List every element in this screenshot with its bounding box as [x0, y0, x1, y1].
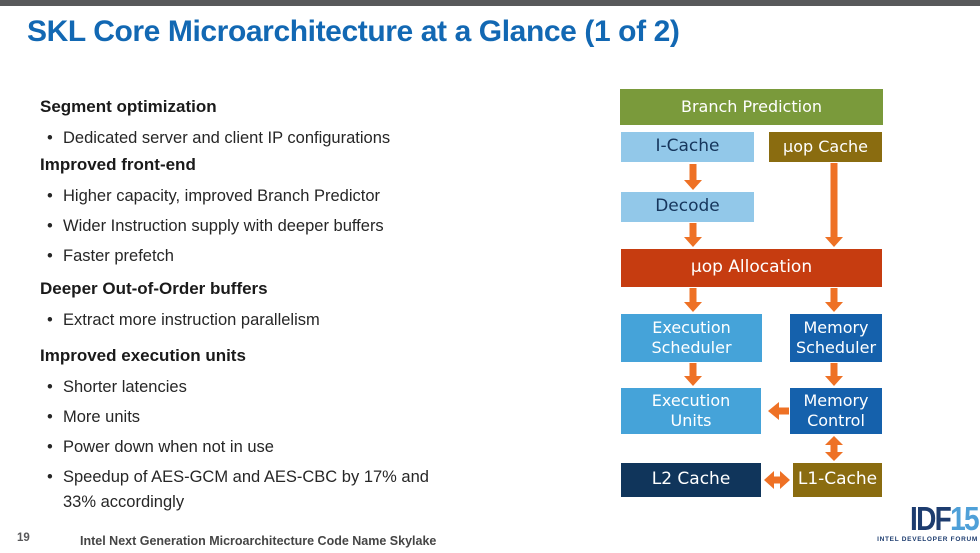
- section-improved-front-end: Improved front-end Higher capacity, impr…: [40, 153, 465, 269]
- arrow-mem-scheduler-to-mem-control-icon: [825, 363, 843, 386]
- idf15-logo-wordmark: IDF15: [892, 500, 980, 537]
- bullet-list: Extract more instruction parallelism: [40, 308, 465, 333]
- box-l2-cache: L2 Cache: [621, 463, 761, 497]
- bullet-panel: Segment optimization Dedicated server an…: [40, 95, 465, 515]
- section-heading: Improved execution units: [40, 346, 246, 365]
- arrow-exec-scheduler-to-exec-units-icon: [684, 363, 702, 386]
- top-accent-bar: [0, 0, 980, 6]
- bullet-list: Shorter latencies More units Power down …: [40, 375, 465, 515]
- arrow-icache-to-decode-icon: [684, 164, 702, 190]
- logo-subtitle: INTEL DEVELOPER FORUM: [877, 536, 978, 543]
- box-l1-cache: L1-Cache: [793, 463, 882, 497]
- section-heading: Improved front-end: [40, 155, 196, 174]
- bullet-list: Higher capacity, improved Branch Predict…: [40, 184, 465, 269]
- slide-title: SKL Core Microarchitecture at a Glance (…: [27, 15, 680, 48]
- section-improved-execution-units: Improved execution units Shorter latenci…: [40, 344, 465, 515]
- microarchitecture-diagram: Branch Prediction I-Cache µop Cache Deco…: [605, 80, 980, 510]
- bullet-item: More units: [40, 405, 465, 430]
- section-deeper-ooo-buffers: Deeper Out-of-Order buffers Extract more…: [40, 277, 465, 333]
- bullet-item: Power down when not in use: [40, 435, 465, 460]
- section-heading: Segment optimization: [40, 97, 217, 116]
- bullet-item: Higher capacity, improved Branch Predict…: [40, 184, 465, 209]
- box-branch-prediction: Branch Prediction: [620, 89, 883, 125]
- idf15-logo: IDF15 INTEL DEVELOPER FORUM: [877, 500, 980, 544]
- arrow-decode-to-allocation-icon: [684, 223, 702, 247]
- box-execution-scheduler: Execution Scheduler: [621, 314, 762, 362]
- bullet-item: Shorter latencies: [40, 375, 465, 400]
- arrow-allocation-to-mem-scheduler-icon: [825, 288, 843, 312]
- diagram-arrows-layer: [684, 163, 843, 489]
- bullet-list: Dedicated server and client IP configura…: [40, 126, 465, 151]
- bullet-item: Faster prefetch: [40, 244, 465, 269]
- arrow-uopcache-to-allocation-icon: [825, 163, 843, 247]
- box-decode: Decode: [621, 192, 754, 222]
- box-uop-allocation: µop Allocation: [621, 249, 882, 287]
- logo-year-text: 15: [950, 500, 979, 537]
- section-heading: Deeper Out-of-Order buffers: [40, 279, 268, 298]
- arrow-mem-control-to-exec-units-icon: [768, 402, 789, 420]
- box-memory-control: Memory Control: [790, 388, 882, 434]
- box-memory-scheduler: Memory Scheduler: [790, 314, 882, 362]
- box-i-cache: I-Cache: [621, 132, 754, 162]
- logo-idf-text: IDF: [910, 500, 952, 537]
- footer-text: Intel Next Generation Microarchitecture …: [80, 534, 437, 548]
- page-number: 19: [17, 532, 30, 544]
- arrow-l2cache-l1cache-bidirectional-icon: [764, 471, 790, 489]
- section-segment-optimization: Segment optimization Dedicated server an…: [40, 95, 465, 151]
- box-uop-cache: µop Cache: [769, 132, 882, 162]
- bullet-item: Wider Instruction supply with deeper buf…: [40, 214, 465, 239]
- bullet-item: Extract more instruction parallelism: [40, 308, 465, 333]
- bullet-item: Dedicated server and client IP configura…: [40, 126, 465, 151]
- arrow-allocation-to-exec-scheduler-icon: [684, 288, 702, 312]
- box-execution-units: Execution Units: [621, 388, 761, 434]
- bullet-item: Speedup of AES-GCM and AES-CBC by 17% an…: [40, 465, 465, 515]
- arrow-mem-control-l1cache-bidirectional-icon: [825, 436, 843, 461]
